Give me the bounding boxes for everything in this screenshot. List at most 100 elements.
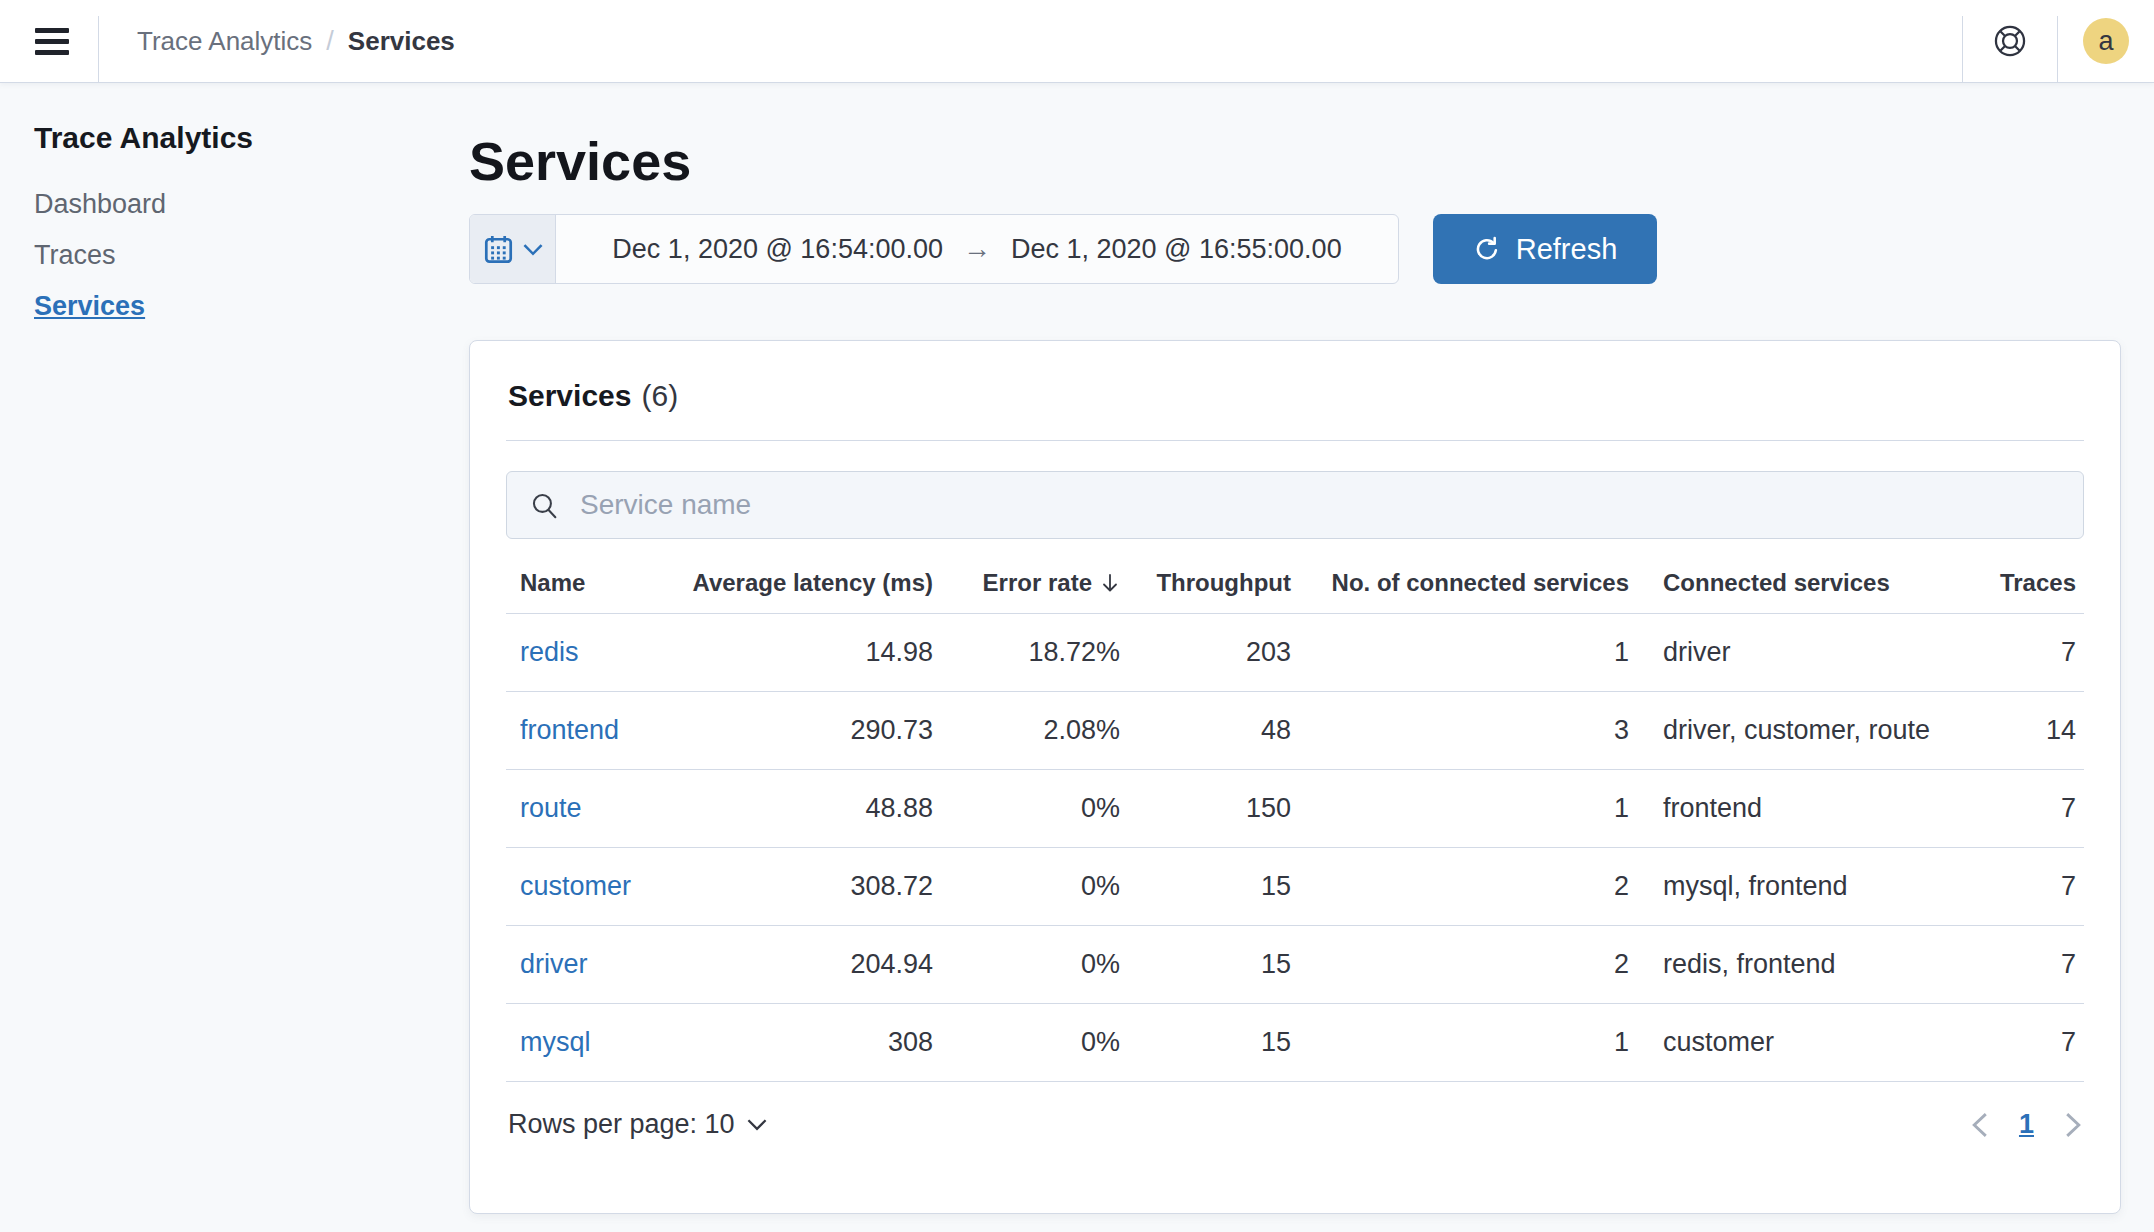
table-row: route 48.88 0% 150 1 frontend 7 [506,770,2084,848]
divider [98,16,99,82]
sidebar-item-dashboard[interactable]: Dashboard [34,189,469,219]
col-header-avg-latency[interactable]: Average latency (ms) [666,569,933,597]
service-link-customer[interactable]: customer [520,871,631,901]
table-row: frontend 290.73 2.08% 48 3 driver, custo… [506,692,2084,770]
cell-error-rate: 2.08% [933,715,1120,746]
table-row: customer 308.72 0% 15 2 mysql, frontend … [506,848,2084,926]
service-search-bar [506,471,2084,539]
cell-traces: 7 [1991,793,2086,824]
range-arrow-icon: → [963,233,991,265]
date-range-picker: Dec 1, 2020 @ 16:54:00.00 → Dec 1, 2020 … [469,214,1399,284]
page-title: Services [469,130,2154,192]
refresh-button[interactable]: Refresh [1433,214,1657,284]
previous-page-icon[interactable] [1971,1112,1989,1138]
menu-icon[interactable] [35,28,69,55]
cell-error-rate: 0% [933,871,1120,902]
table-row: mysql 308 0% 15 1 customer 7 [506,1004,2084,1082]
table-footer: Rows per page: 10 1 [506,1109,2084,1140]
cell-connected-services: driver, customer, route [1629,715,1991,746]
pagination: 1 [1971,1109,2082,1140]
sidebar: Trace Analytics Dashboard Traces Service… [0,83,469,1232]
calendar-dropdown-button[interactable] [470,215,556,283]
panel-title: Services (6) [508,379,2084,413]
cell-connected-count: 1 [1291,1027,1629,1058]
breadcrumb-separator: / [326,26,334,57]
date-range-display: Dec 1, 2020 @ 16:54:00.00 → Dec 1, 2020 … [556,215,1398,283]
divider [506,440,2084,441]
chevron-down-icon [747,1118,767,1131]
sidebar-item-services[interactable]: Services [34,291,469,321]
panel-title-text: Services [508,379,631,412]
app-window: Trace Analytics / Services a [0,0,2154,1232]
main-content: Services [469,83,2154,1232]
sort-desc-icon [1100,572,1120,594]
col-header-error-rate-label: Error rate [983,569,1092,597]
chevron-down-icon [523,243,543,256]
services-panel: Services (6) Name Average latency (ms) Er… [469,340,2121,1214]
start-date[interactable]: Dec 1, 2020 @ 16:54:00.00 [612,234,943,265]
cell-throughput: 15 [1120,871,1291,902]
col-header-error-rate[interactable]: Error rate [933,569,1120,597]
cell-avg-latency: 14.98 [666,637,933,668]
table-header-row: Name Average latency (ms) Error rate Thr… [506,569,2084,614]
refresh-icon [1473,235,1501,263]
cell-throughput: 15 [1120,1027,1291,1058]
service-link-route[interactable]: route [520,793,582,823]
cell-traces: 7 [1991,871,2086,902]
cell-avg-latency: 308.72 [666,871,933,902]
page-number-1[interactable]: 1 [2019,1109,2034,1140]
cell-connected-count: 1 [1291,793,1629,824]
cell-avg-latency: 204.94 [666,949,933,980]
cell-connected-count: 2 [1291,949,1629,980]
cell-connected-services: driver [1629,637,1991,668]
panel-count: (6) [641,379,678,412]
rows-per-page-label: Rows per page: 10 [508,1109,735,1140]
cell-error-rate: 18.72% [933,637,1120,668]
sidebar-title: Trace Analytics [34,121,469,155]
search-input[interactable] [578,488,2061,522]
help-icon[interactable] [1992,23,2028,59]
cell-traces: 7 [1991,949,2086,980]
rows-per-page-button[interactable]: Rows per page: 10 [506,1109,767,1140]
next-page-icon[interactable] [2064,1112,2082,1138]
col-header-connected-services[interactable]: Connected services [1629,569,1991,597]
cell-throughput: 203 [1120,637,1291,668]
search-icon [529,490,560,521]
cell-connected-count: 3 [1291,715,1629,746]
cell-traces: 14 [1991,715,2086,746]
end-date[interactable]: Dec 1, 2020 @ 16:55:00.00 [1011,234,1342,265]
col-header-throughput[interactable]: Throughput [1120,569,1291,597]
cell-throughput: 150 [1120,793,1291,824]
cell-avg-latency: 308 [666,1027,933,1058]
top-header: Trace Analytics / Services a [0,0,2154,83]
table-row: redis 14.98 18.72% 203 1 driver 7 [506,614,2084,692]
calendar-icon [483,234,514,265]
cell-avg-latency: 48.88 [666,793,933,824]
breadcrumb: Trace Analytics / Services [137,26,455,57]
cell-connected-services: customer [1629,1027,1991,1058]
col-header-connected-count[interactable]: No. of connected services [1291,569,1629,597]
cell-connected-services: frontend [1629,793,1991,824]
service-link-driver[interactable]: driver [520,949,588,979]
cell-avg-latency: 290.73 [666,715,933,746]
cell-throughput: 48 [1120,715,1291,746]
breadcrumb-trace-analytics[interactable]: Trace Analytics [137,26,312,57]
col-header-name[interactable]: Name [506,569,666,597]
service-link-frontend[interactable]: frontend [520,715,619,745]
breadcrumb-services: Services [348,26,455,57]
cell-traces: 7 [1991,1027,2086,1058]
col-header-traces[interactable]: Traces [1991,569,2086,597]
cell-throughput: 15 [1120,949,1291,980]
time-controls: Dec 1, 2020 @ 16:54:00.00 → Dec 1, 2020 … [469,214,2154,284]
cell-connected-count: 1 [1291,637,1629,668]
refresh-label: Refresh [1516,233,1618,266]
avatar[interactable]: a [2083,18,2129,64]
cell-traces: 7 [1991,637,2086,668]
cell-connected-services: redis, frontend [1629,949,1991,980]
cell-connected-services: mysql, frontend [1629,871,1991,902]
service-link-mysql[interactable]: mysql [520,1027,591,1057]
cell-error-rate: 0% [933,1027,1120,1058]
cell-error-rate: 0% [933,793,1120,824]
sidebar-item-traces[interactable]: Traces [34,240,469,270]
service-link-redis[interactable]: redis [520,637,579,667]
